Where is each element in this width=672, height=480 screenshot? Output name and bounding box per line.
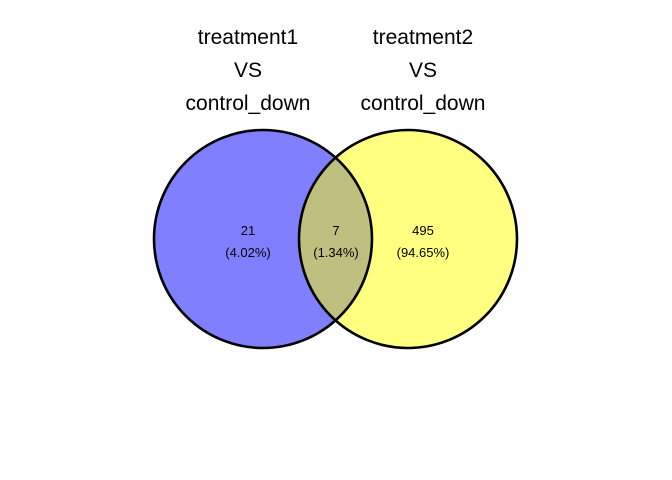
overlap-count: 7 — [332, 223, 339, 238]
overlap-percent: (1.34%) — [313, 245, 359, 260]
right-only-percent: (94.65%) — [397, 245, 450, 260]
set1-outline — [152, 128, 374, 350]
set2-outline — [297, 128, 519, 350]
left-only-percent: (4.02%) — [225, 245, 271, 260]
right-only-count: 495 — [412, 223, 434, 238]
left-only-count: 21 — [241, 223, 255, 238]
overlap-region — [299, 130, 372, 348]
set1-title-line2: VS — [234, 59, 262, 82]
set2-title-line3: control_down — [361, 92, 486, 115]
set2-title-line2: VS — [409, 59, 437, 82]
set1-title-line1: treatment1 — [198, 26, 298, 49]
set1-title-line3: control_down — [186, 92, 311, 115]
set2-title-line1: treatment2 — [373, 26, 473, 49]
